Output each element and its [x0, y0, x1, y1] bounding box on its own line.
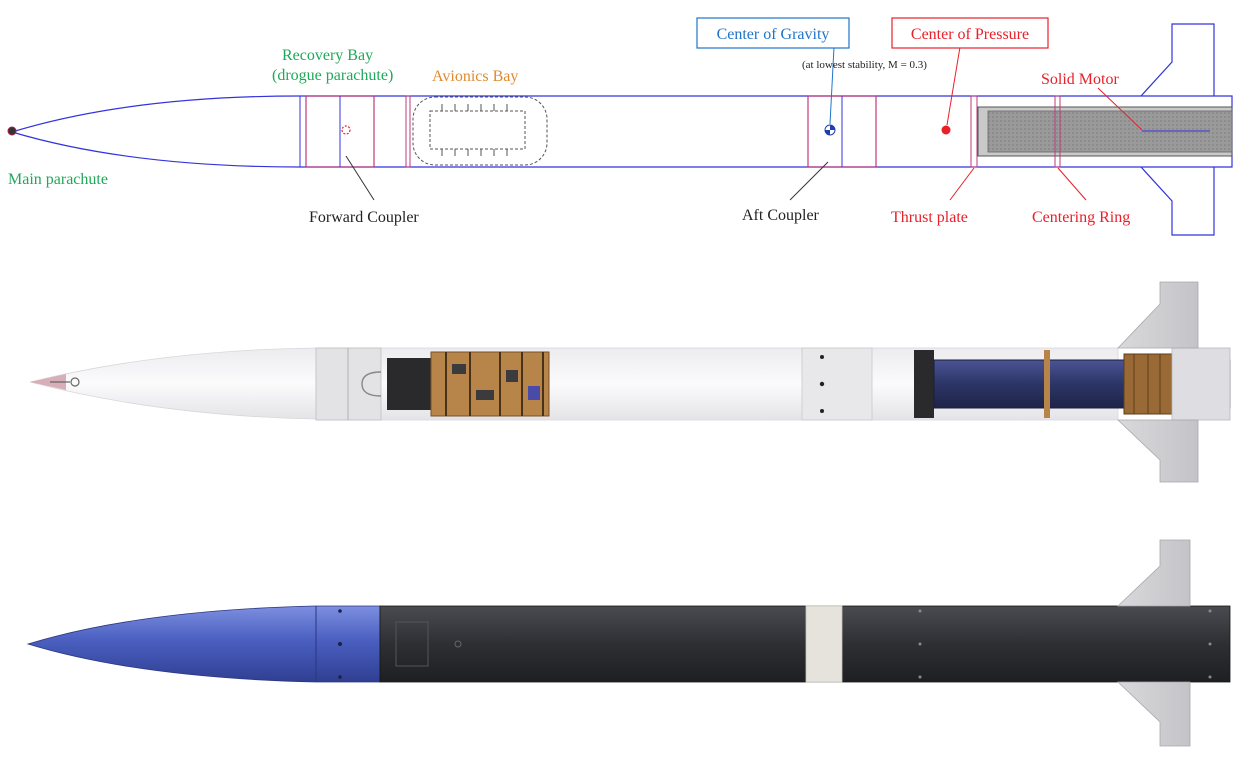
cg-marker-icon [824, 124, 836, 136]
exterior-coupler-band [805, 605, 843, 683]
fin-bottom-outline [1140, 166, 1215, 236]
cp-leader [946, 46, 961, 126]
avionics-bay-wall [405, 95, 411, 168]
fin-top-outline [1140, 23, 1215, 97]
thrust-plate-label: Thrust plate [891, 209, 968, 226]
center-of-gravity-label: Center of Gravity [717, 26, 830, 43]
exterior-fin-bottom [1117, 681, 1191, 747]
cutaway-thrust-plate [914, 350, 934, 418]
avionics-bay-outline [412, 96, 548, 166]
cutaway-aft-coupler-bolts [819, 355, 825, 413]
cutaway-tail [1171, 347, 1231, 421]
exterior-switch-hole [454, 640, 462, 648]
cutaway-motor-retainer [1123, 353, 1173, 415]
exterior-avionics-hatch [395, 621, 429, 667]
avionics-components [452, 364, 540, 400]
centering-ring-label: Centering Ring [1032, 209, 1130, 226]
exterior-fin-top [1117, 539, 1191, 607]
aft-coupler-leader [789, 161, 829, 201]
cutaway-shock-cord-loop [361, 371, 382, 397]
avionics-bay-label: Avionics Bay [432, 68, 518, 85]
cp-label-box [891, 17, 1049, 49]
aft-coupler-label: Aft Coupler [742, 207, 820, 224]
exterior-nose-cone [26, 605, 381, 683]
solid-motor-label: Solid Motor [1041, 71, 1119, 88]
exterior-nose-bolts [338, 609, 342, 679]
cutaway-fin-top [1117, 281, 1199, 349]
schematic-view: Main parachute Recovery Bay (drogue para… [7, 17, 1233, 236]
thrust-plate-leader [949, 167, 975, 201]
drogue-marker [341, 125, 351, 135]
recovery-bay-label: Recovery Bay [282, 47, 373, 64]
thrust-plate [970, 95, 978, 168]
solid-motor-leader [1097, 87, 1143, 131]
centering-ring-leader [1057, 167, 1087, 201]
cutaway-nose-tip [30, 374, 66, 390]
cutaway-render [29, 281, 1231, 483]
avionics-pins [441, 104, 508, 156]
cg-note-label: (at lowest stability, M = 0.3) [802, 59, 927, 71]
cg-label-box [696, 17, 850, 49]
cutaway-centering-ring [1044, 350, 1050, 418]
main-parachute-label: Main parachute [8, 171, 108, 188]
cutaway-nose [29, 347, 317, 420]
nose-tip-marker [7, 126, 17, 136]
exterior-rivets [918, 609, 1212, 679]
centering-ring [1054, 95, 1061, 168]
avionics-sled-rods [445, 352, 544, 416]
avionics-board [429, 110, 526, 150]
cp-marker-icon [941, 125, 951, 135]
avionics-sled [430, 351, 550, 417]
forward-coupler-leader [345, 155, 375, 201]
exterior-render [26, 539, 1231, 747]
nose-eyebolt-icon [50, 377, 80, 387]
avionics-bulkhead [387, 358, 431, 410]
cutaway-fin-bottom [1117, 419, 1199, 483]
forward-coupler-label: Forward Coupler [309, 209, 419, 226]
exterior-body-tube [379, 605, 1231, 683]
cg-leader [829, 46, 835, 125]
center-of-pressure-label: Center of Pressure [911, 26, 1029, 43]
recovery-bay-sublabel: (drogue parachute) [272, 67, 393, 84]
cutaway-aft-coupler [801, 347, 873, 421]
